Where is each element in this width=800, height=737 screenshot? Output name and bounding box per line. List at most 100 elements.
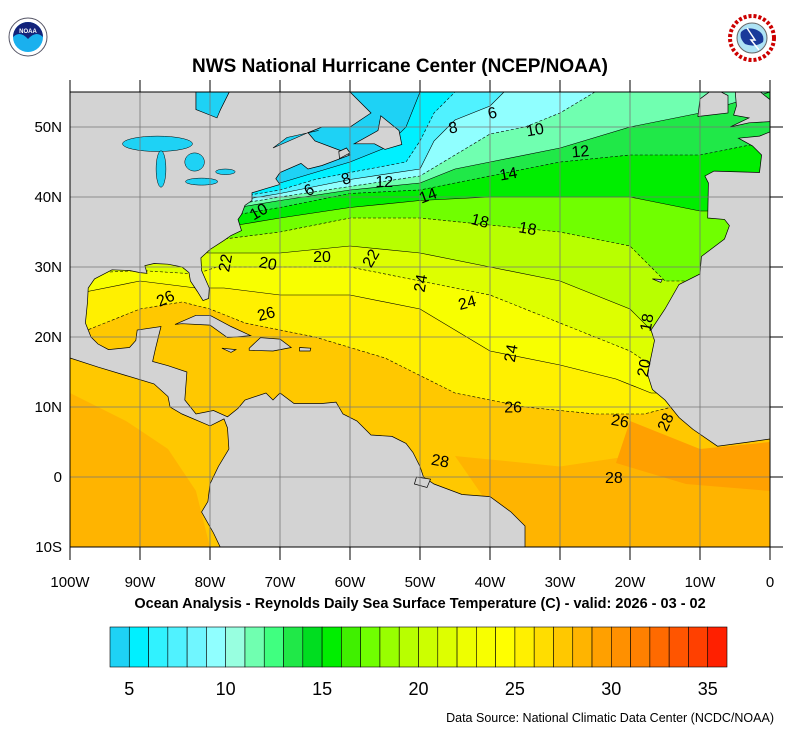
colorbar-bin [456, 626, 477, 668]
colorbar-bin [244, 626, 265, 668]
land-puerto-rico [299, 347, 312, 352]
map-subtitle: Ocean Analysis - Reynolds Daily Sea Surf… [134, 596, 706, 612]
contour-label: 28 [655, 411, 678, 434]
isotherm-20 [70, 245, 770, 338]
colorbar-bin [148, 626, 169, 668]
isotherm-24 [70, 280, 770, 394]
contour-label: 24 [502, 343, 522, 364]
colorbar-bin [495, 626, 516, 668]
land-britain [729, 92, 770, 128]
isotherm-14 [70, 140, 770, 215]
contour-label: 28 [430, 452, 451, 472]
colorbar-bin [225, 626, 246, 668]
colorbar-bin [533, 626, 554, 668]
colorbar-bin [379, 626, 400, 668]
contour-label: 14 [498, 165, 519, 185]
contour-label: 12 [571, 143, 590, 161]
y-tick-label: 20N [34, 329, 62, 346]
x-tick-label: 80W [195, 574, 227, 591]
contour-label: 6 [486, 104, 499, 123]
colorbar-bin [418, 626, 439, 668]
contour-label: 24 [456, 293, 478, 314]
x-tick-label: 90W [125, 574, 157, 591]
colorbar-bin [514, 626, 535, 668]
colorbar-tick-label: 25 [505, 679, 525, 699]
land-europe-africa [647, 131, 770, 447]
contour-label: 12 [375, 174, 393, 191]
colorbar-bin [668, 626, 689, 668]
colorbar-tick-label: 35 [698, 679, 718, 699]
lake-erie [185, 177, 218, 186]
colorbar-bin [167, 626, 188, 668]
lake-huron [184, 152, 205, 172]
contour-label: 18 [638, 312, 658, 333]
colorbar-bin [688, 626, 709, 668]
land-cuba [174, 314, 252, 339]
contour-label: 20 [258, 254, 279, 274]
contour-label: 26 [154, 288, 177, 311]
contour-label: 20 [313, 249, 331, 266]
x-tick-label: 20W [615, 574, 647, 591]
colorbar-bin [263, 626, 284, 668]
isotherm-26 [70, 301, 770, 415]
colorbar-bin [283, 626, 304, 668]
isotherm-16 [70, 196, 770, 226]
land-newfoundland [352, 115, 403, 150]
contour-label: 28 [605, 470, 623, 487]
colorbar-bin [572, 626, 593, 668]
colorbar-bin [649, 626, 670, 668]
x-tick-label: 50W [405, 574, 437, 591]
contour-label: 18 [517, 219, 538, 239]
land-masses [70, 92, 770, 547]
x-tick-label: 0 [766, 574, 774, 591]
contour-label: 18 [469, 211, 491, 232]
land-hispaniola [248, 337, 293, 352]
colorbar-tick-label: 10 [216, 679, 236, 699]
y-tick-label: 10N [34, 399, 62, 416]
x-tick-label: 60W [335, 574, 367, 591]
x-tick-label: 100W [50, 574, 90, 591]
axes: 100W 90W 80W 70W 60W 50W 40W 30W 20W 10W 0 50N 40N 30… [34, 80, 783, 591]
colorbar-bin [109, 626, 130, 668]
colorbar-tick-label: 5 [124, 679, 134, 699]
noaa-logo: NOAA [8, 8, 48, 71]
nws-logo [727, 8, 777, 73]
colorbar: 5 10 15 20 25 30 35 [109, 626, 728, 699]
contour-label: 26 [610, 412, 631, 432]
lat-lon-grid [70, 92, 770, 547]
colorbar-bin [341, 626, 361, 668]
isotherm-10 [70, 92, 596, 205]
isotherm-22 [70, 266, 770, 366]
lake-michigan [155, 150, 167, 188]
contour-label: 22 [216, 253, 236, 274]
isotherm-18 [70, 217, 770, 282]
y-tick-label: 40N [34, 189, 62, 206]
land-marajo [413, 476, 431, 488]
land-canary-islands [652, 278, 663, 283]
colorbar-bin [360, 626, 381, 668]
contour-label: 10 [525, 121, 546, 141]
colorbar-tick-label: 20 [408, 679, 428, 699]
x-tick-label: 40W [475, 574, 507, 591]
colorbar-bin [611, 626, 631, 668]
hudson-bay [195, 92, 230, 119]
data-source: Data Source: National Climatic Data Cent… [446, 711, 774, 725]
land-americas [70, 92, 526, 547]
colorbar-bin [321, 626, 342, 668]
colorbar-tick-label: 15 [312, 679, 332, 699]
colorbar-bin [476, 626, 496, 668]
isotherm-12 [70, 92, 770, 208]
lake-superior [122, 135, 193, 152]
isotherm-lines [70, 92, 770, 415]
colorbar-bin [302, 626, 323, 668]
colorbar-tick-label: 30 [601, 679, 621, 699]
colorbar-bin [398, 626, 419, 668]
contour-label: 20 [635, 358, 655, 379]
colorbar-bin [437, 626, 458, 668]
x-tick-label: 30W [545, 574, 577, 591]
colorbar-bin [591, 626, 612, 668]
page-title: NWS National Hurricane Center (NCEP/NOAA… [192, 56, 608, 77]
contour-label: 14 [417, 185, 440, 207]
